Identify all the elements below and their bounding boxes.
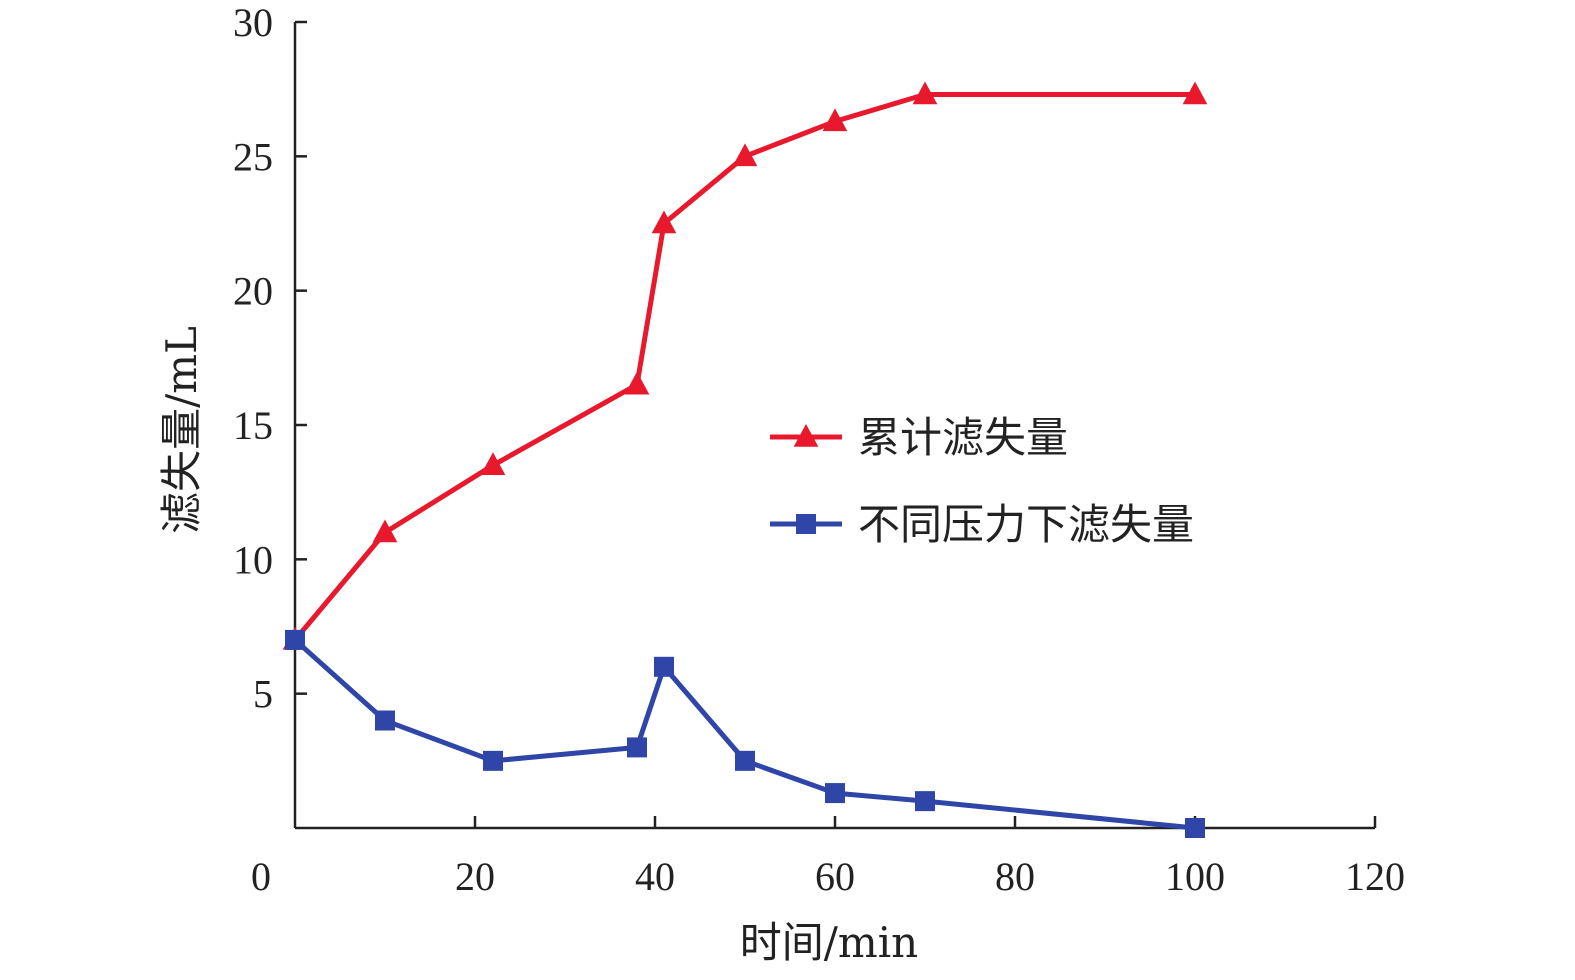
data-point-square: [735, 750, 755, 771]
y-tick-label: 20: [233, 269, 273, 314]
data-point-square: [825, 783, 845, 804]
series-line: [293, 638, 1196, 831]
data-point-square: [915, 791, 935, 812]
ticks: 0 20 40 60 80 100 120 5 10 15 20 25 30: [233, 0, 1405, 899]
data-point-square: [654, 656, 674, 677]
legend-item-cumulative: 累计滤失量: [770, 413, 1068, 462]
x-tick-label: 0: [251, 854, 271, 899]
legend-label-cumulative: 累计滤失量: [858, 413, 1068, 462]
x-tick-label: 20: [455, 854, 495, 899]
data-point-triangle: [1182, 81, 1208, 105]
x-axis-title: 时间/min: [740, 918, 918, 967]
y-tick-label: 30: [233, 0, 273, 45]
data-point-square: [285, 629, 305, 650]
data-point-square: [627, 737, 647, 758]
data-point-triangle: [732, 143, 758, 167]
y-tick-label: 15: [233, 403, 273, 448]
y-tick-label: 10: [233, 537, 273, 582]
data-point-triangle: [651, 210, 677, 234]
data-point-square: [483, 750, 503, 771]
data-point-triangle: [480, 452, 506, 476]
data-point-triangle: [624, 371, 650, 395]
legend-label-pressure: 不同压力下滤失量: [858, 500, 1194, 549]
legend-triangle-marker-icon: [793, 424, 819, 447]
series-cumulative: [282, 81, 1208, 650]
x-tick-label: 100: [1165, 854, 1225, 899]
y-tick-label: 5: [253, 672, 273, 717]
y-axis-title: 滤失量/mL: [157, 326, 206, 534]
data-point-triangle: [822, 108, 848, 132]
axes: [293, 22, 1375, 830]
x-tick-label: 40: [635, 854, 675, 899]
legend-square-marker-icon: [796, 514, 816, 534]
series-pressure: [285, 629, 1205, 838]
legend: 累计滤失量 不同压力下滤失量: [770, 413, 1194, 549]
x-tick-label: 80: [995, 854, 1035, 899]
legend-item-pressure: 不同压力下滤失量: [770, 500, 1194, 549]
data-point-triangle: [912, 81, 938, 105]
data-point-square: [375, 710, 395, 731]
series-layer: [282, 81, 1208, 838]
x-tick-label: 60: [815, 854, 855, 899]
data-point-square: [1185, 818, 1205, 838]
series-line: [293, 92, 1195, 642]
y-tick-label: 25: [233, 134, 273, 179]
x-tick-label: 120: [1345, 854, 1405, 899]
data-point-triangle: [372, 519, 398, 543]
